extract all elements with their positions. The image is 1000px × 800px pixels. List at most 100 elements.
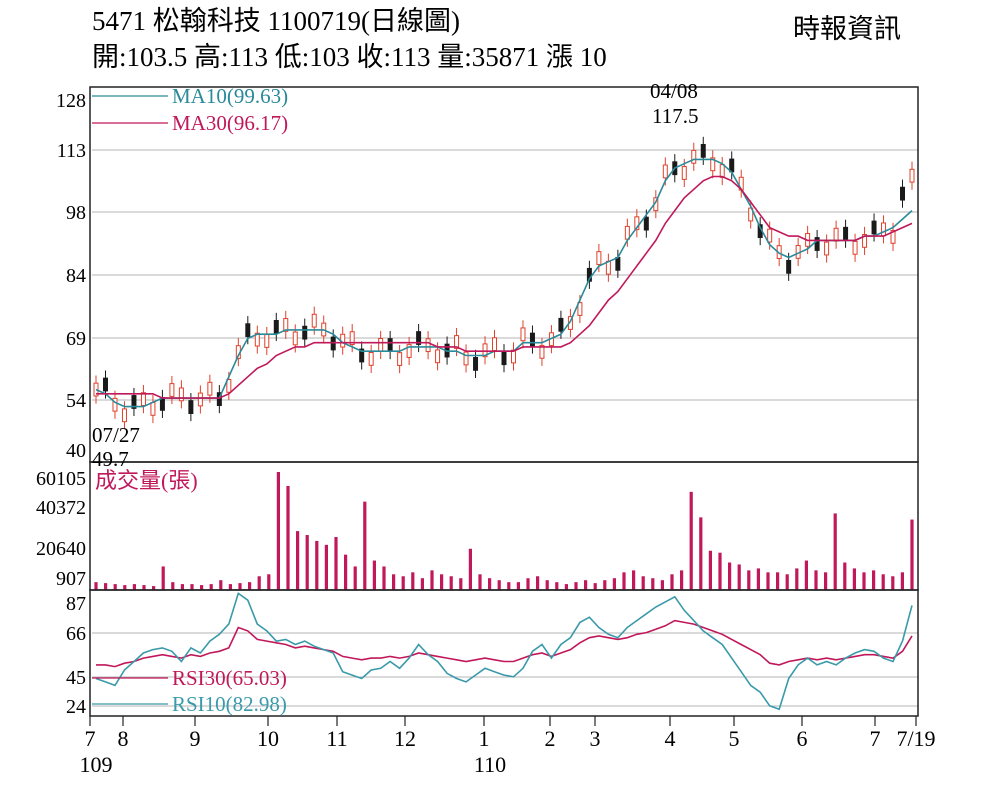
candle-body	[700, 143, 706, 158]
volume-bar	[382, 566, 386, 590]
candle-body	[558, 317, 564, 332]
volume-bar	[392, 574, 396, 590]
candle-body	[188, 400, 194, 414]
candle-body	[510, 349, 516, 364]
volume-bar	[843, 562, 847, 590]
candle-body	[843, 226, 849, 241]
candle-body	[359, 348, 365, 363]
peak-value-annotation: 117.5	[652, 104, 698, 128]
volume-bar	[267, 574, 271, 590]
candle-body	[767, 228, 773, 243]
x-tick-label: 9	[190, 726, 201, 751]
series-lines	[95, 158, 913, 711]
x-tick-label: 12	[394, 726, 416, 751]
volume-bar	[622, 572, 626, 590]
candle-body	[283, 318, 289, 332]
candle-body	[719, 164, 725, 178]
candle-body	[814, 237, 820, 251]
volume-bar	[507, 582, 511, 590]
volume-tick-label: 20640	[36, 538, 86, 560]
volume-bar	[564, 584, 568, 590]
volume-bar	[363, 501, 367, 590]
volume-bar	[680, 570, 684, 590]
panel-frames	[89, 86, 919, 717]
volume-bar	[766, 572, 770, 590]
volume-bar	[497, 580, 501, 590]
grid-lines	[92, 149, 918, 707]
volume-bar	[286, 485, 290, 590]
price-tick-label: 128	[56, 90, 86, 112]
chart-title: 5471 松翰科技 1100719(日線圖)	[92, 6, 460, 36]
volume-bar	[660, 580, 664, 590]
candle-body	[397, 352, 403, 366]
volume-tick-label: 40372	[36, 497, 86, 519]
candle-body	[710, 157, 716, 172]
candle-body	[406, 344, 412, 358]
volume-bar	[708, 550, 712, 590]
volume-bar	[545, 580, 549, 590]
volume-bar	[152, 586, 156, 590]
candle-body	[871, 220, 877, 235]
volume-bar	[219, 580, 223, 590]
candle-body	[890, 230, 896, 244]
volume-bar	[123, 585, 127, 590]
candle-body	[662, 164, 668, 179]
volume-bar	[756, 568, 760, 590]
volume-tick-label: 60105	[36, 468, 86, 490]
x-tick-label: 10	[257, 726, 279, 751]
rsi10-line	[95, 592, 913, 711]
candle-body	[473, 356, 479, 371]
volume-bar	[276, 472, 280, 590]
candle-body	[197, 392, 203, 407]
candle-body	[425, 338, 431, 353]
x-tick-label: 5	[729, 726, 740, 751]
candle-body	[520, 327, 526, 342]
volume-bar	[785, 574, 789, 590]
candle-body	[909, 168, 915, 183]
price-tick-label: 69	[66, 328, 86, 350]
candle-body	[112, 397, 118, 412]
x-tick-label: 7	[870, 726, 881, 751]
data-source: 時報資訊	[793, 14, 901, 44]
low-value-annotation: 49.7	[92, 447, 129, 471]
candle-body	[482, 343, 488, 358]
candle-body	[292, 331, 298, 346]
candle-body	[463, 351, 469, 366]
volume-bar	[344, 554, 348, 590]
volume-bar	[238, 583, 242, 590]
candle-body	[454, 335, 460, 349]
volume-bar	[305, 535, 309, 590]
candle-body	[786, 259, 792, 274]
volume-bar	[94, 582, 98, 590]
volume-bar	[449, 576, 453, 590]
candle-body	[900, 186, 906, 201]
candle-body	[273, 320, 279, 334]
candle-body	[605, 260, 611, 275]
price-tick-label: 113	[57, 140, 86, 162]
price-tick-label: 84	[66, 265, 86, 287]
candle-body	[387, 338, 393, 353]
candle-body	[529, 332, 535, 347]
x-tick-label: 7/19	[896, 726, 935, 751]
volume-bar	[641, 576, 645, 590]
volume-bar	[728, 562, 732, 590]
volume-bar	[804, 560, 808, 590]
candle-body	[881, 222, 887, 237]
candle-body	[121, 408, 127, 423]
volume-bar	[814, 570, 818, 590]
x-tick-label: 6	[797, 726, 808, 751]
volume-bar	[852, 568, 856, 590]
candle-body	[226, 378, 232, 393]
candle-body	[862, 233, 868, 248]
volume-bar	[603, 580, 607, 590]
volume-bar	[776, 572, 780, 590]
rsi-panel-frame	[89, 589, 919, 717]
candle-body	[349, 331, 355, 346]
volume-bars	[94, 472, 914, 590]
volume-bar	[574, 582, 578, 590]
x-tick-label: 1	[479, 726, 490, 751]
candle-body	[302, 325, 308, 340]
volume-bar	[891, 576, 895, 590]
volume-bar	[900, 572, 904, 590]
volume-bar	[200, 585, 204, 590]
